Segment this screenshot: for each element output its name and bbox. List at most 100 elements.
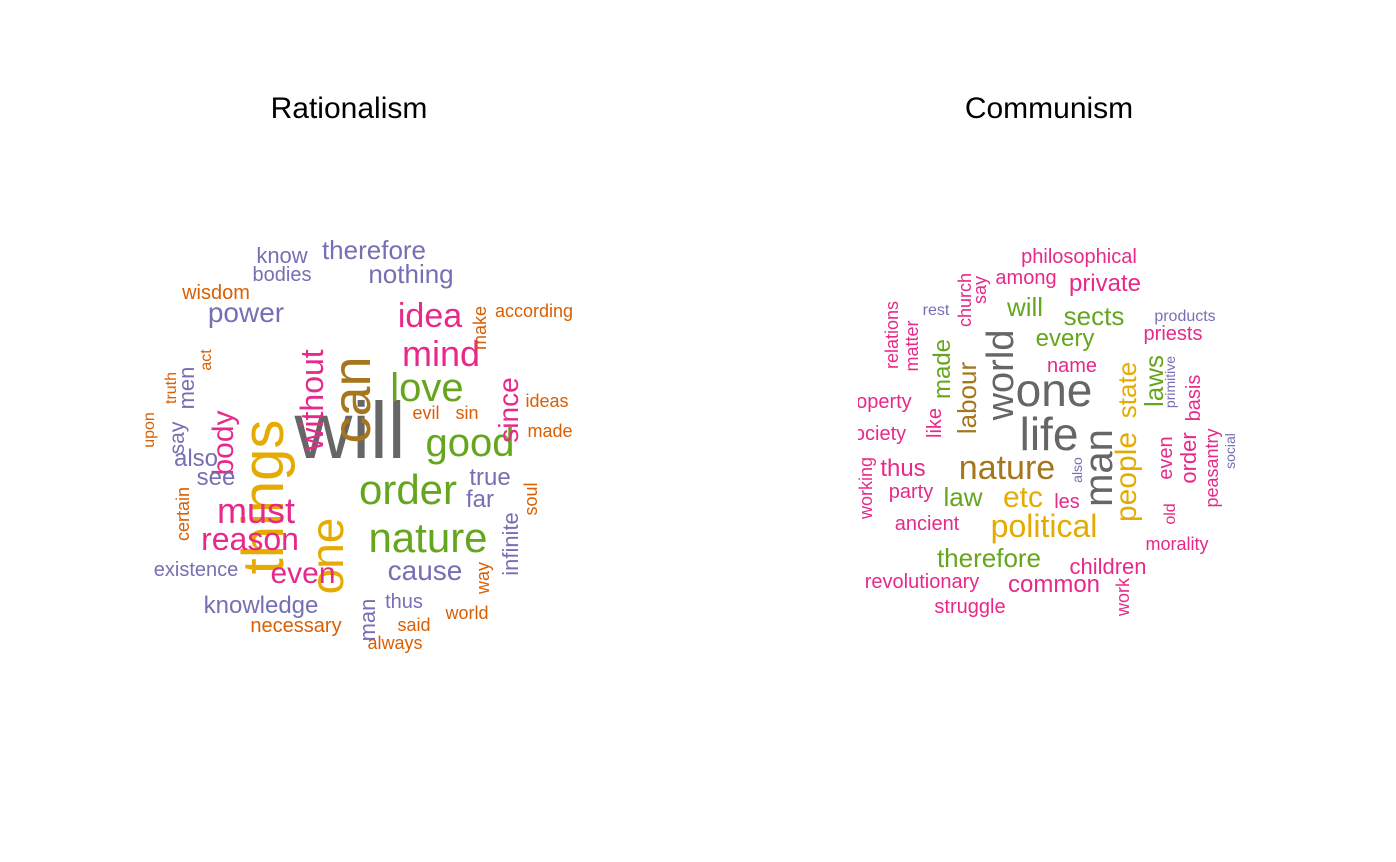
cloud-word-man: man	[1077, 429, 1121, 507]
cloud-word-les: les	[1054, 491, 1080, 513]
cloud-word-way: way	[473, 562, 493, 595]
cloud-word-love: love	[390, 366, 463, 410]
cloud-word-sin: sin	[455, 403, 478, 423]
cloud-word-truth: truth	[163, 372, 180, 404]
cloud-word-revolutionary: revolutionary	[865, 571, 980, 593]
cloud-word-without: without	[294, 349, 330, 452]
cloud-word-say: say	[970, 276, 990, 304]
cloud-word-must: must	[217, 490, 295, 531]
cloud-word-bodies: bodies	[253, 264, 312, 286]
cloud-word-always: always	[367, 633, 422, 653]
cloud-word-property: property	[838, 391, 911, 413]
cloud-word-according: according	[495, 301, 573, 321]
cloud-word-world: world	[980, 330, 1022, 422]
cloud-word-made: made	[527, 421, 572, 441]
cloud-word-order: order	[1176, 432, 1201, 483]
cloud-word-priests: priests	[1144, 323, 1203, 345]
cloud-word-even: even	[270, 557, 335, 590]
cloud-word-things: things	[231, 420, 296, 575]
cloud-word-therefore: therefore	[322, 235, 426, 265]
cloud-word-upon: upon	[141, 412, 158, 448]
cloud-word-ideas: ideas	[525, 391, 568, 411]
cloud-word-existence: existence	[154, 559, 239, 581]
cloud-word-act: act	[198, 349, 215, 371]
cloud-word-party: party	[889, 481, 933, 503]
cloud-word-every: every	[1036, 325, 1095, 352]
cloud-word-idea: idea	[398, 297, 462, 335]
cloud-word-work: work	[1113, 577, 1133, 617]
cloud-word-thus: thus	[880, 455, 925, 482]
cloud-word-laws: laws	[1139, 355, 1169, 407]
cloud-word-rest: rest	[923, 302, 950, 319]
cloud-word-far: far	[466, 486, 494, 513]
cloud-word-make: make	[470, 306, 490, 350]
cloud-word-true: true	[469, 464, 510, 491]
cloud-word-thus: thus	[385, 591, 423, 613]
cloud-word-men: men	[174, 367, 199, 410]
cloud-word-etc: etc	[1003, 481, 1043, 514]
cloud-word-body: body	[207, 410, 240, 475]
cloud-word-also: also	[174, 445, 218, 472]
cloud-word-nature: nature	[959, 449, 1055, 487]
cloud-word-struggle: struggle	[934, 596, 1005, 618]
cloud-word-will: will	[293, 386, 405, 475]
cloud-word-made: made	[929, 339, 956, 399]
cloud-word-power: power	[208, 297, 284, 328]
cloud-word-even: even	[1155, 436, 1177, 479]
cloud-word-matter: matter	[902, 320, 922, 371]
cloud-word-among: among	[995, 267, 1056, 289]
cloud-word-knowledge: knowledge	[204, 592, 319, 619]
cloud-word-infinite: infinite	[498, 512, 523, 576]
rationalism-title: Rationalism	[271, 92, 428, 125]
cloud-word-morality: morality	[1145, 534, 1208, 554]
cloud-word-like: like	[924, 408, 946, 438]
cloud-word-products: products	[1154, 308, 1215, 325]
cloud-word-life: life	[1020, 408, 1079, 460]
cloud-word-cause: cause	[388, 555, 463, 586]
cloud-word-working: working	[856, 457, 876, 520]
cloud-word-wisdom: wisdom	[181, 282, 250, 304]
cloud-word-children: children	[1069, 554, 1146, 579]
cloud-word-evil: evil	[412, 403, 439, 423]
cloud-word-world: world	[444, 603, 488, 623]
cloud-word-ancient: ancient	[895, 513, 960, 535]
cloud-word-common: common	[1008, 571, 1100, 598]
cloud-word-know: know	[256, 243, 307, 268]
cloud-word-private: private	[1069, 270, 1141, 297]
cloud-word-will: will	[1006, 292, 1043, 322]
cloud-word-one: one	[301, 518, 353, 595]
cloud-word-church: church	[955, 273, 975, 327]
cloud-word-political: political	[991, 508, 1098, 544]
cloud-word-soul: soul	[521, 482, 541, 515]
cloud-word-social: social	[1222, 433, 1238, 469]
cloud-word-philosophical: philosophical	[1021, 246, 1137, 268]
cloud-word-order: order	[359, 466, 457, 513]
cloud-word-peasantry: peasantry	[1202, 428, 1222, 507]
cloud-word-one: one	[1016, 364, 1093, 416]
cloud-word-see: see	[197, 464, 236, 491]
cloud-word-old: old	[1162, 503, 1179, 524]
cloud-word-certain: certain	[173, 487, 193, 541]
cloud-word-good: good	[426, 421, 515, 465]
cloud-word-primitive: primitive	[1162, 356, 1178, 408]
cloud-word-society: society	[844, 423, 906, 445]
cloud-word-man: man	[355, 599, 380, 642]
cloud-word-state: state	[1112, 362, 1142, 418]
cloud-word-law: law	[943, 482, 982, 512]
cloud-word-can: can	[322, 356, 382, 443]
cloud-word-necessary: necessary	[250, 615, 341, 637]
cloud-word-say: say	[166, 421, 189, 454]
cloud-word-mind: mind	[402, 333, 480, 374]
cloud-word-basis: basis	[1183, 375, 1205, 422]
cloud-word-also: also	[1069, 457, 1085, 483]
cloud-word-nothing: nothing	[368, 259, 453, 289]
cloud-word-nature: nature	[368, 514, 487, 561]
cloud-word-sects: sects	[1064, 301, 1125, 331]
cloud-word-since: since	[493, 377, 524, 442]
communism-title: Communism	[965, 92, 1133, 125]
cloud-word-reason: reason	[201, 521, 299, 557]
cloud-word-people: people	[1110, 432, 1143, 522]
